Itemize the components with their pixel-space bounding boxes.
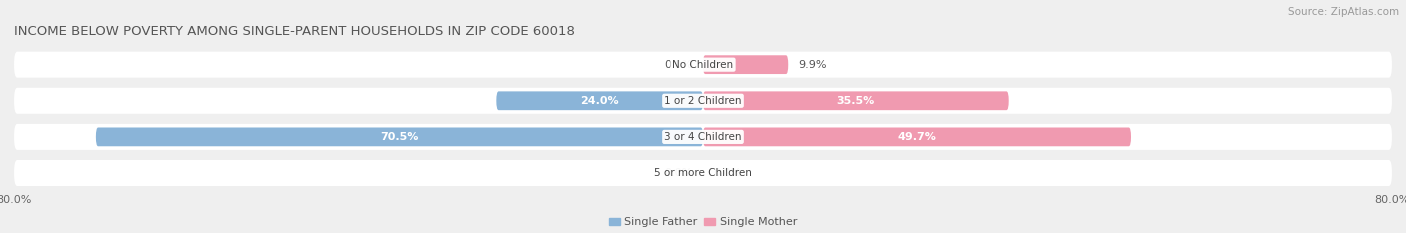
FancyBboxPatch shape <box>496 91 703 110</box>
FancyBboxPatch shape <box>14 160 1392 186</box>
FancyBboxPatch shape <box>14 88 1392 114</box>
FancyBboxPatch shape <box>703 55 789 74</box>
Text: 0.0%: 0.0% <box>665 60 693 70</box>
FancyBboxPatch shape <box>703 91 1008 110</box>
FancyBboxPatch shape <box>96 127 703 146</box>
Text: INCOME BELOW POVERTY AMONG SINGLE-PARENT HOUSEHOLDS IN ZIP CODE 60018: INCOME BELOW POVERTY AMONG SINGLE-PARENT… <box>14 25 575 38</box>
Text: 3 or 4 Children: 3 or 4 Children <box>664 132 742 142</box>
FancyBboxPatch shape <box>703 127 1130 146</box>
Text: 9.9%: 9.9% <box>799 60 827 70</box>
Text: No Children: No Children <box>672 60 734 70</box>
Legend: Single Father, Single Mother: Single Father, Single Mother <box>605 213 801 232</box>
Text: 35.5%: 35.5% <box>837 96 875 106</box>
Text: 5 or more Children: 5 or more Children <box>654 168 752 178</box>
Text: 24.0%: 24.0% <box>581 96 619 106</box>
Text: 0.0%: 0.0% <box>665 168 693 178</box>
Text: Source: ZipAtlas.com: Source: ZipAtlas.com <box>1288 7 1399 17</box>
FancyBboxPatch shape <box>14 124 1392 150</box>
Text: 0.0%: 0.0% <box>713 168 741 178</box>
Text: 70.5%: 70.5% <box>380 132 419 142</box>
FancyBboxPatch shape <box>14 52 1392 78</box>
Text: 49.7%: 49.7% <box>897 132 936 142</box>
Text: 1 or 2 Children: 1 or 2 Children <box>664 96 742 106</box>
